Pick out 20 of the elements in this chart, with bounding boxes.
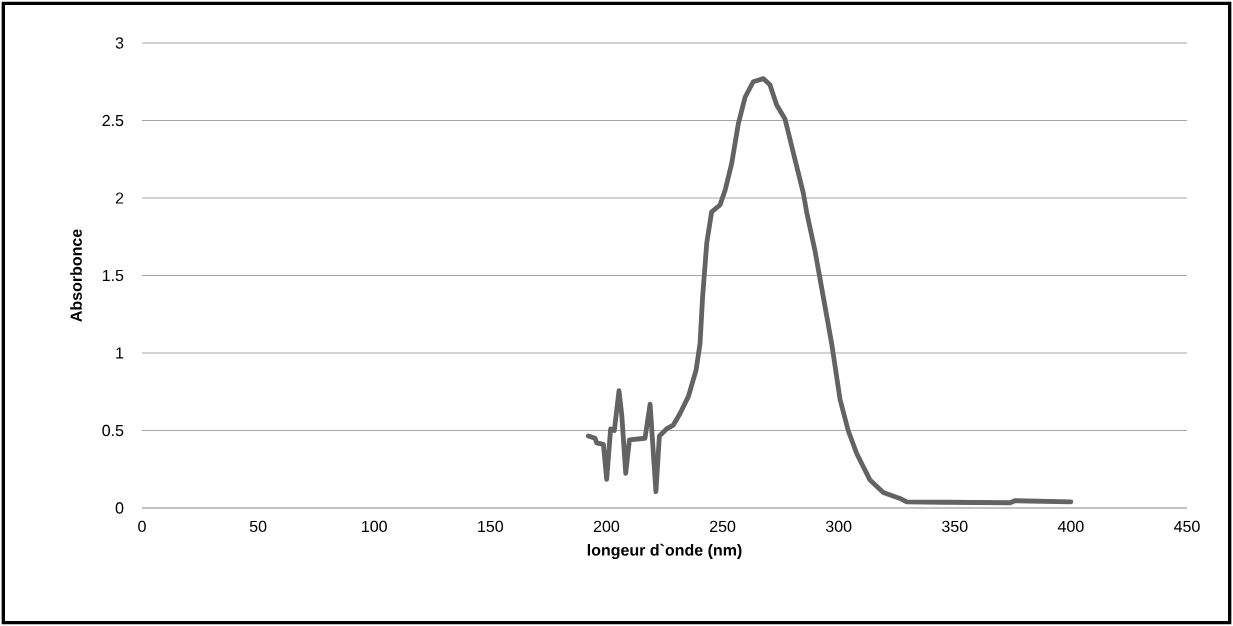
x-tick-label: 400 <box>1057 520 1084 533</box>
x-tick-label: 250 <box>710 520 736 533</box>
line-series <box>585 76 1074 506</box>
x-tick-label: 150 <box>478 520 504 533</box>
y-tick-label: 1.5 <box>102 269 124 282</box>
x-tick-label: 300 <box>825 520 852 533</box>
x-tick-label: 450 <box>1174 520 1200 533</box>
x-tick-label: 100 <box>362 520 387 533</box>
x-tick-label: 200 <box>593 520 620 533</box>
y-tick-label: 1 <box>116 347 124 359</box>
x-tick-label: 350 <box>942 520 968 533</box>
x-tick-label: 0 <box>138 520 146 533</box>
y-tick-label: 2 <box>115 192 124 204</box>
y-tick-label: 0.5 <box>102 424 124 437</box>
y-tick-label: 2.5 <box>102 114 124 127</box>
x-axis-title: longeur d`onde (nm) <box>587 543 742 559</box>
x-tick-label: 50 <box>249 520 267 533</box>
y-tick-label: 3 <box>115 37 124 49</box>
y-axis-title: Absorbonce <box>70 229 82 322</box>
y-tick-label: 0 <box>115 502 124 514</box>
